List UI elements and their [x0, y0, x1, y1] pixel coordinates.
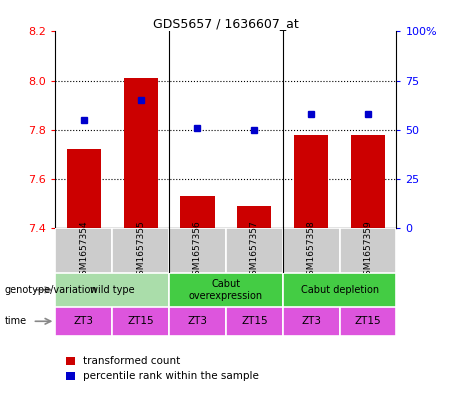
- Text: ZT3: ZT3: [74, 316, 94, 326]
- Bar: [169, 228, 226, 273]
- Bar: [283, 228, 340, 273]
- Text: Cabut
overexpression: Cabut overexpression: [189, 279, 263, 301]
- Text: GSM1657359: GSM1657359: [364, 220, 372, 281]
- Bar: [226, 228, 283, 273]
- Text: ZT3: ZT3: [301, 316, 321, 326]
- Bar: [66, 357, 75, 365]
- Text: GSM1657358: GSM1657358: [307, 220, 316, 281]
- Title: GDS5657 / 1636607_at: GDS5657 / 1636607_at: [153, 17, 299, 30]
- Text: ZT15: ZT15: [241, 316, 268, 326]
- Bar: [351, 134, 385, 228]
- Text: ZT3: ZT3: [188, 316, 207, 326]
- Bar: [66, 373, 75, 380]
- Text: Cabut depletion: Cabut depletion: [301, 285, 378, 295]
- Text: ZT15: ZT15: [355, 316, 381, 326]
- Bar: [226, 307, 283, 336]
- Text: GSM1657354: GSM1657354: [79, 220, 88, 281]
- Text: GSM1657357: GSM1657357: [250, 220, 259, 281]
- Bar: [55, 273, 169, 307]
- Text: transformed count: transformed count: [83, 356, 180, 366]
- Text: percentile rank within the sample: percentile rank within the sample: [83, 371, 259, 382]
- Bar: [340, 307, 396, 336]
- Bar: [283, 307, 340, 336]
- Bar: [124, 78, 158, 228]
- Text: GSM1657356: GSM1657356: [193, 220, 202, 281]
- Bar: [169, 307, 226, 336]
- Bar: [55, 307, 112, 336]
- Bar: [169, 273, 283, 307]
- Bar: [112, 228, 169, 273]
- Text: time: time: [5, 316, 27, 326]
- Bar: [112, 307, 169, 336]
- Bar: [340, 228, 396, 273]
- Text: ZT15: ZT15: [127, 316, 154, 326]
- Text: genotype/variation: genotype/variation: [5, 285, 97, 295]
- Text: GSM1657355: GSM1657355: [136, 220, 145, 281]
- Bar: [67, 149, 101, 228]
- Bar: [237, 206, 272, 228]
- Bar: [180, 196, 214, 228]
- Text: wild type: wild type: [90, 285, 135, 295]
- Bar: [283, 273, 396, 307]
- Bar: [55, 228, 112, 273]
- Bar: [294, 134, 328, 228]
